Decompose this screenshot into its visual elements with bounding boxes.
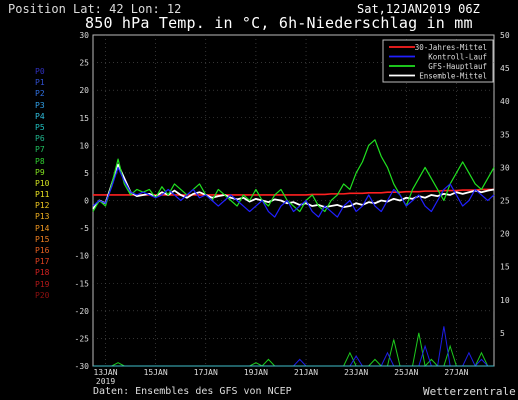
- member-label: P8: [35, 156, 45, 166]
- member-label: P4: [35, 111, 45, 121]
- member-label: P12: [35, 201, 50, 211]
- member-label: P18: [35, 268, 50, 278]
- legend-label: GFS-Hauptlauf: [428, 62, 487, 71]
- y-tick-label-right: 30: [500, 163, 510, 172]
- position-label: Position: [8, 2, 66, 16]
- member-label: P0: [35, 67, 45, 76]
- y-tick-label-left: -5: [79, 224, 89, 233]
- member-label: P7: [35, 145, 45, 155]
- y-tick-label-right: 50: [500, 31, 510, 40]
- member-label: P3: [35, 100, 45, 110]
- temp-series-line: [92, 163, 495, 210]
- y-tick-label-right: 45: [500, 64, 510, 73]
- x-tick-label: 17JAN: [194, 368, 218, 377]
- y-tick-label-right: 25: [500, 197, 510, 206]
- run-date: Sat,12JAN2019 06Z: [357, 2, 480, 16]
- y-tick-label-left: -25: [75, 334, 90, 343]
- member-label: P10: [35, 178, 50, 188]
- member-label: P19: [35, 279, 50, 289]
- precip-series-line: [93, 332, 494, 368]
- member-label: P13: [35, 212, 50, 222]
- member-label: P17: [35, 257, 50, 267]
- member-label: P2: [35, 89, 45, 99]
- y-tick-label-left: 5: [84, 169, 89, 178]
- member-label: P5: [35, 122, 45, 132]
- member-label: P9: [35, 167, 45, 177]
- x-tick-label: 25JAN: [394, 368, 418, 377]
- temp-series-line: [92, 166, 495, 218]
- y-tick-label-left: -10: [75, 252, 90, 261]
- y-tick-label-right: 10: [500, 296, 510, 305]
- y-tick-label-left: 20: [79, 86, 89, 95]
- x-tick-label: 21JAN: [294, 368, 318, 377]
- member-label: P20: [35, 290, 50, 300]
- x-tick-label: 15JAN: [144, 368, 168, 377]
- y-tick-label-left: -20: [75, 307, 90, 316]
- y-tick-label-left: -30: [75, 362, 90, 371]
- x-tick-label: 27JAN: [444, 368, 468, 377]
- ensemble-member-list: P0 P1 P2 P3 P4 P5 P6 P7 P8 P9 P10 P11 P12 P13 P14 P15 P1…: [35, 66, 65, 301]
- y-tick-label-left: 15: [79, 114, 89, 123]
- legend-label: Kontroll-Lauf: [428, 53, 487, 62]
- data-source: Daten: Ensembles des GFS von NCEP: [93, 386, 292, 397]
- chart-title: 850 hPa Temp. in °C, 6h-Niederschlag in …: [85, 14, 473, 32]
- member-label: P16: [35, 246, 50, 255]
- y-tick-label-right: 40: [500, 97, 510, 106]
- y-tick-label-left: 10: [79, 141, 89, 150]
- member-label: P6: [35, 134, 45, 144]
- y-tick-label-left: 30: [79, 31, 89, 40]
- temp-series-line: [92, 139, 495, 213]
- temp-series-line: [93, 188, 494, 196]
- lat-lon-readout: Lat: 42 Lon: 12: [73, 2, 182, 16]
- member-label: P11: [35, 190, 50, 200]
- y-tick-label-left: 25: [79, 59, 89, 68]
- y-tick-label-right: 5: [500, 329, 505, 338]
- legend-label: 30-Jahres-Mittel: [415, 43, 487, 52]
- y-tick-label-left: 0: [84, 197, 89, 206]
- x-tick-label: 23JAN: [344, 368, 368, 377]
- precip-series-line: [93, 326, 494, 367]
- y-tick-label-right: 15: [500, 263, 510, 272]
- y-tick-label-left: -15: [75, 279, 90, 288]
- member-label: P1: [35, 78, 45, 88]
- y-tick-label-right: 35: [500, 130, 510, 139]
- x-tick-label: 19JAN: [244, 368, 268, 377]
- member-label: P14: [35, 223, 50, 233]
- member-label: P15: [35, 234, 50, 244]
- x-tick-label: 13JAN: [93, 368, 117, 377]
- brand-label: Wetterzentrale: [423, 385, 516, 398]
- y-tick-label-right: 20: [500, 230, 510, 239]
- legend-label: Ensemble-Mittel: [419, 72, 487, 81]
- x-year-label: 2019: [96, 377, 115, 386]
